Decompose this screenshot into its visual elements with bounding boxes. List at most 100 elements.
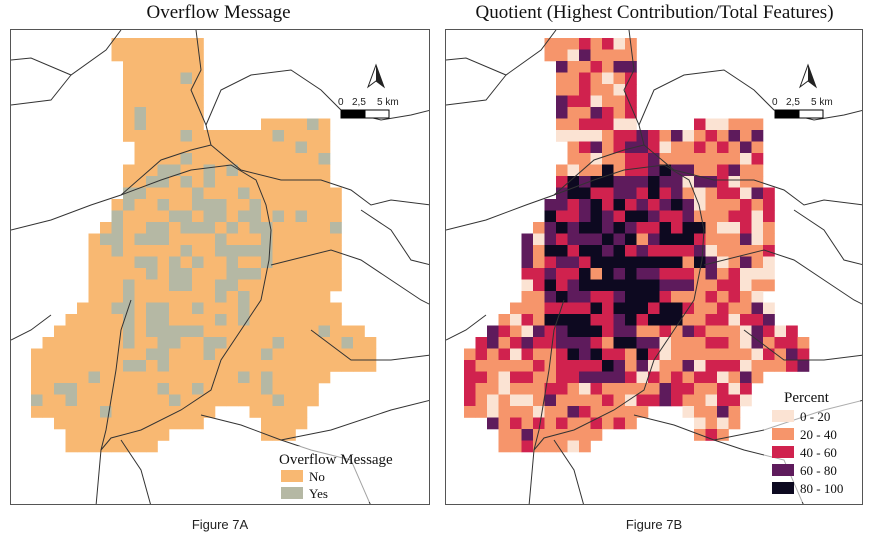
grid-cell <box>740 210 752 223</box>
grid-cell <box>648 360 660 372</box>
grid-cell <box>272 394 285 407</box>
grid-cell <box>590 279 603 292</box>
legend-b-label: 60 - 80 <box>800 463 837 478</box>
grid-cell <box>146 233 158 246</box>
grid-cell <box>215 383 227 395</box>
grid-cell <box>556 95 568 108</box>
grid-cell <box>579 325 591 338</box>
grid-cell <box>705 325 718 338</box>
grid-cell <box>261 118 273 131</box>
grid-cell <box>146 141 158 154</box>
grid-cell <box>613 107 626 119</box>
grid-cell <box>498 440 511 453</box>
grid-cell <box>602 348 614 361</box>
grid-cell <box>146 325 158 338</box>
grid-cell <box>215 130 227 142</box>
grid-cell <box>510 325 522 338</box>
grid-cell <box>215 153 227 165</box>
grid-cell <box>728 406 741 418</box>
grid-cell <box>238 291 250 303</box>
grid-cell <box>215 291 227 303</box>
grid-cell <box>533 337 545 349</box>
grid-cell <box>590 417 603 430</box>
grid-cell <box>157 84 170 96</box>
grid-cell <box>521 417 534 430</box>
grid-cell <box>625 279 637 292</box>
grid-cell <box>180 383 193 395</box>
grid-cell <box>717 429 729 441</box>
grid-cell <box>123 38 135 50</box>
grid-cell <box>694 130 706 142</box>
grid-cell <box>556 406 568 418</box>
grid-cell <box>556 314 568 326</box>
grid-cell <box>625 233 637 246</box>
grid-cell <box>763 222 775 234</box>
grid-cell <box>134 279 147 292</box>
grid-cell <box>636 302 649 315</box>
grid-cell <box>533 360 545 372</box>
grid-cell <box>88 256 101 269</box>
grid-cell <box>192 256 204 269</box>
scale-b-label-2: 5 km <box>811 97 833 108</box>
grid-cell <box>613 153 626 165</box>
grid-cell <box>613 72 626 85</box>
grid-cell <box>215 348 227 361</box>
grid-cell <box>272 222 285 234</box>
grid-cell <box>636 199 649 211</box>
grid-cell <box>77 371 89 384</box>
grid-cell <box>318 256 331 269</box>
grid-cell <box>134 429 147 441</box>
grid-cell <box>203 314 216 326</box>
grid-cell <box>786 337 798 349</box>
grid-cell <box>705 153 718 165</box>
grid-cell <box>556 84 568 96</box>
panel-a-title: Overflow Message <box>146 2 291 23</box>
grid-cell <box>556 118 568 131</box>
grid-cell <box>602 95 614 108</box>
grid-cell <box>249 153 262 165</box>
grid-cell <box>740 360 752 372</box>
grid-cell <box>533 440 545 453</box>
grid-cell <box>521 394 534 407</box>
grid-cell <box>475 383 488 395</box>
grid-cell <box>31 383 43 395</box>
grid-cell <box>146 49 158 62</box>
grid-cell <box>146 245 158 257</box>
grid-cell <box>567 371 580 384</box>
grid-cell <box>123 233 135 246</box>
grid-cell <box>498 371 511 384</box>
grid-cell <box>774 360 787 372</box>
grid-cell <box>579 417 591 430</box>
grid-cell <box>203 164 216 177</box>
grid-cell <box>521 268 534 280</box>
grid-cell <box>203 383 216 395</box>
grid-cell <box>671 348 683 361</box>
grid-cell <box>330 325 342 338</box>
grid-cell <box>272 164 285 177</box>
grid-cell <box>567 210 580 223</box>
grid-cell <box>590 302 603 315</box>
grid-cell <box>567 130 580 142</box>
grid-cell <box>751 337 764 349</box>
grid-cell <box>579 187 591 200</box>
grid-cell <box>134 325 147 338</box>
grid-cell <box>111 268 124 280</box>
grid-cell <box>556 337 568 349</box>
grid-cell <box>567 176 580 188</box>
grid-cell <box>567 153 580 165</box>
grid-cell <box>579 291 591 303</box>
grid-cell <box>146 302 158 315</box>
grid-cell <box>146 84 158 96</box>
grid-cell <box>590 61 603 73</box>
grid-cell <box>763 210 775 223</box>
grid-cell <box>567 406 580 418</box>
grid-cell <box>226 233 239 246</box>
grid-cell <box>272 187 285 200</box>
grid-cell <box>65 360 78 372</box>
grid-cell <box>544 440 557 453</box>
grid-cell <box>203 406 216 418</box>
grid-cell <box>111 337 124 349</box>
grid-cell <box>157 199 170 211</box>
grid-cell <box>717 371 729 384</box>
grid-cell <box>636 153 649 165</box>
